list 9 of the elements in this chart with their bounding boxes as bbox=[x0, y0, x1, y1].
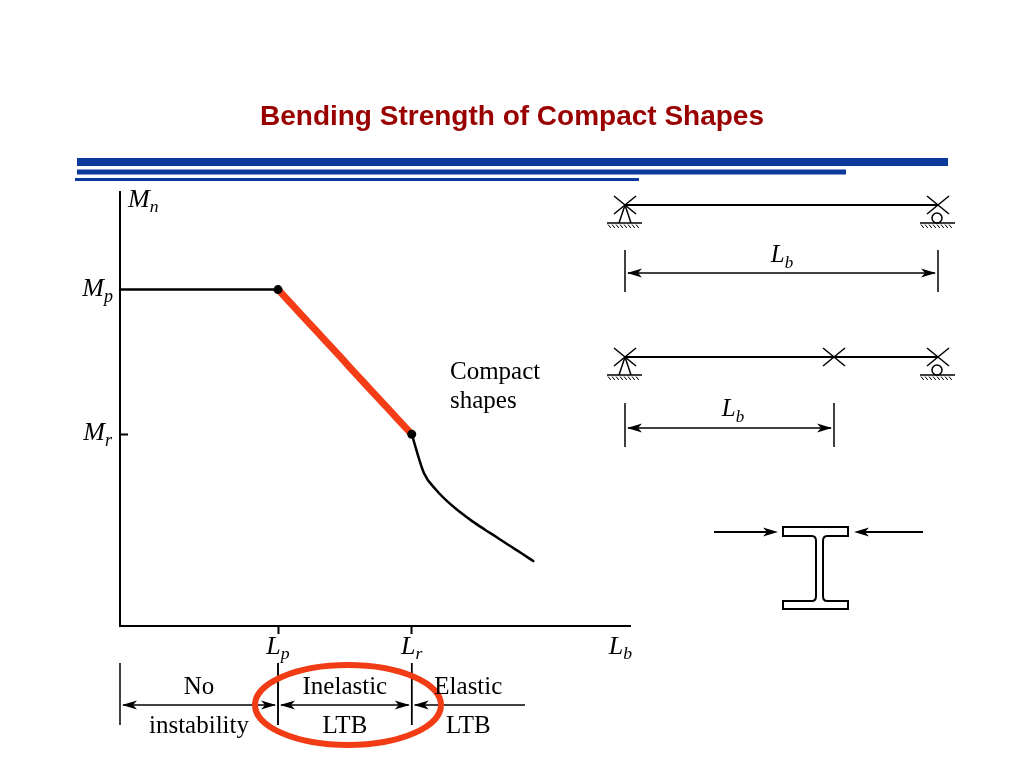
text: Inelastic LTB bbox=[302, 671, 388, 740]
chart-title: Bending Strength of Compact Shapes bbox=[259, 99, 765, 133]
text: M$_{r}$ bbox=[83, 416, 112, 453]
text: Elastic LTB bbox=[434, 671, 503, 740]
text: M$_{p}$ bbox=[82, 272, 113, 309]
annotation: Compact shapes bbox=[450, 356, 541, 414]
text: No instability bbox=[149, 671, 249, 740]
text: L$_{b}$ bbox=[770, 239, 794, 274]
text: L$_{b}$ bbox=[721, 393, 745, 428]
